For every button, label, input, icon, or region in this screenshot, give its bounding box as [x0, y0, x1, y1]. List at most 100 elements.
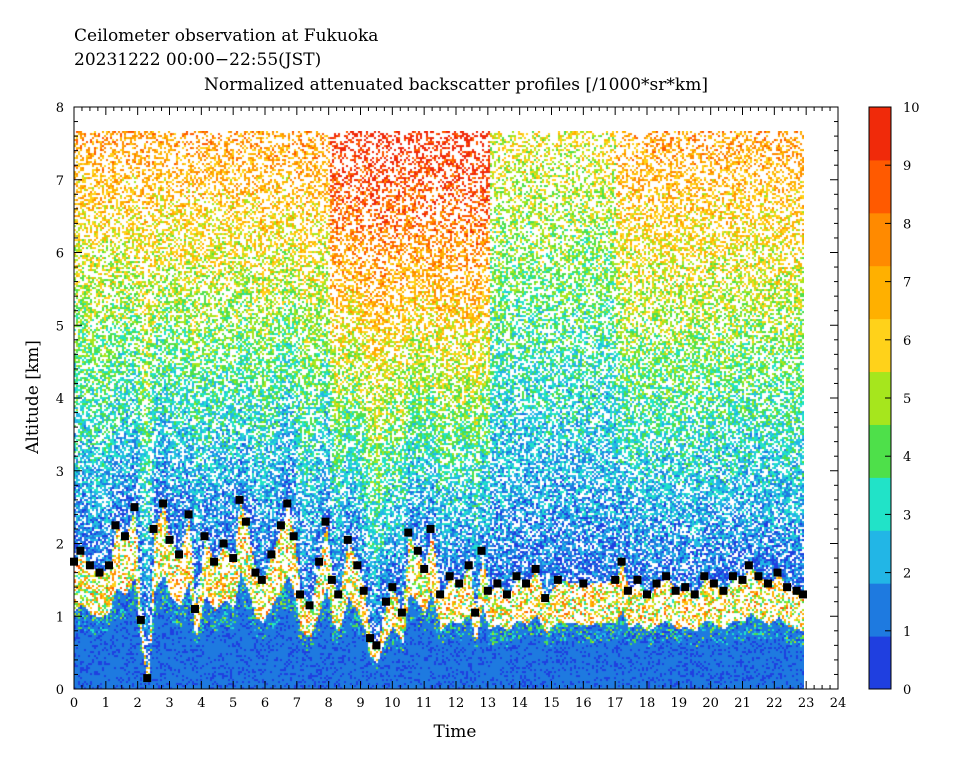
colorbar-tick-label: 2 — [903, 567, 911, 582]
x-tick-label: 0 — [70, 696, 78, 711]
cloud-base-point — [70, 557, 78, 566]
colorbar-tick-label: 6 — [903, 334, 911, 349]
x-axis-title: Time — [434, 722, 477, 742]
cloud-base-point — [235, 495, 244, 504]
x-tick-label: 22 — [766, 696, 783, 711]
cloud-base-point — [397, 608, 406, 617]
cloud-base-point — [531, 564, 540, 573]
colorbar-swatch — [869, 424, 891, 478]
cloud-base-point — [643, 590, 651, 599]
y-tick-label: 2 — [56, 538, 64, 553]
cloud-base-point — [327, 575, 336, 584]
cloud-base-point — [744, 561, 753, 570]
cloud-base-point — [251, 568, 260, 577]
colorbar-swatch — [869, 265, 891, 320]
cloud-base-point — [483, 586, 492, 595]
x-tick-label: 19 — [671, 696, 688, 711]
colorbar-swatch — [869, 107, 891, 161]
cloud-base-point — [76, 546, 85, 555]
cloud-base-point — [105, 561, 114, 570]
chart-title-station: Ceilometer observation at Fukuoka — [74, 26, 378, 46]
colorbar-swatch — [869, 583, 891, 637]
cloud-base-point — [719, 586, 728, 595]
x-tick-label: 23 — [798, 696, 815, 711]
plot-area — [74, 131, 804, 690]
cloud-base-point — [671, 586, 680, 595]
cloud-base-point — [315, 557, 324, 566]
cloud-base-point — [372, 641, 381, 650]
y-tick-label: 7 — [56, 174, 64, 189]
x-tick-label: 14 — [511, 696, 528, 711]
cloud-base-point — [763, 579, 772, 588]
cloud-base-point — [257, 575, 266, 584]
cloud-base-point — [359, 586, 368, 595]
x-tick-label: 20 — [702, 696, 719, 711]
x-tick-label: 5 — [229, 696, 237, 711]
x-tick-label: 12 — [448, 696, 465, 711]
x-tick-label: 16 — [575, 696, 592, 711]
colorbar-tick-label: 4 — [903, 450, 911, 465]
cloud-base-point — [334, 590, 343, 599]
colorbar-swatch — [869, 636, 891, 690]
cloud-base-markers — [70, 495, 807, 683]
x-tick-label: 18 — [639, 696, 656, 711]
colorbar-swatch — [869, 212, 891, 267]
y-tick-label: 8 — [56, 101, 64, 116]
x-tick-label: 3 — [165, 696, 173, 711]
colorbar-tick-label: 7 — [903, 276, 911, 291]
cloud-base-point — [426, 524, 435, 533]
cloud-base-point — [130, 503, 139, 512]
cloud-base-point — [617, 557, 626, 566]
cloud-base-point — [623, 586, 632, 595]
colorbar-tick-label: 1 — [903, 625, 911, 640]
x-tick-label: 21 — [734, 696, 751, 711]
x-tick-label: 15 — [543, 696, 560, 711]
cloud-base-point — [143, 674, 152, 683]
cloud-base-point — [502, 590, 511, 599]
cloud-base-point — [404, 528, 413, 537]
cloud-base-point — [305, 601, 314, 610]
colorbar-swatch — [869, 477, 891, 531]
y-tick-label: 6 — [56, 247, 64, 262]
y-tick-label: 4 — [56, 392, 64, 407]
chart-title-date: 20231222 00:00−22:55(JST) — [74, 50, 321, 70]
cloud-base-point — [289, 532, 298, 541]
cloud-base-point — [652, 579, 661, 588]
colorbar-tick-label: 10 — [903, 101, 920, 116]
cloud-base-point — [296, 590, 305, 599]
x-tick-label: 24 — [830, 696, 847, 711]
cloud-base-point — [738, 575, 747, 584]
cloud-base-point — [662, 572, 671, 581]
cloud-base-point — [149, 524, 158, 533]
cloud-base-point — [85, 561, 94, 570]
x-tick-label: 8 — [325, 696, 333, 711]
axes: 0 1 2 3 4 5 6 7 8 9 10 11 12 13 14 15 16 17 18 19 20 21 22 23 24… — [56, 101, 847, 711]
colorbar-tick-label: 8 — [903, 217, 911, 232]
cloud-base-point — [267, 550, 276, 559]
cloud-base-point — [792, 586, 801, 595]
x-tick-label: 6 — [261, 696, 269, 711]
colorbar-tick-label: 0 — [903, 683, 911, 698]
x-tick-label: 10 — [384, 696, 401, 711]
y-tick-label: 0 — [56, 683, 64, 698]
colorbar-swatch — [869, 530, 891, 584]
y-tick-label: 1 — [56, 610, 64, 625]
cloud-base-point — [210, 557, 219, 566]
cloud-base-point — [136, 615, 145, 624]
cloud-base-point — [95, 568, 104, 577]
y-tick-label: 5 — [56, 319, 64, 334]
cloud-base-point — [471, 608, 480, 617]
x-tick-label: 4 — [197, 696, 205, 711]
cloud-base-point — [120, 532, 129, 541]
cloud-base-point — [353, 561, 362, 570]
colorbar-tick-label: 3 — [903, 508, 911, 523]
cloud-base-point — [343, 535, 352, 544]
colorbar-tick-label: 9 — [903, 159, 911, 174]
cloud-base-point — [381, 597, 390, 606]
cloud-base-point — [798, 590, 807, 599]
cloud-base-point — [200, 532, 209, 541]
cloud-base-point — [366, 634, 375, 643]
cloud-base-point — [611, 575, 620, 584]
cloud-base-point — [512, 572, 521, 581]
